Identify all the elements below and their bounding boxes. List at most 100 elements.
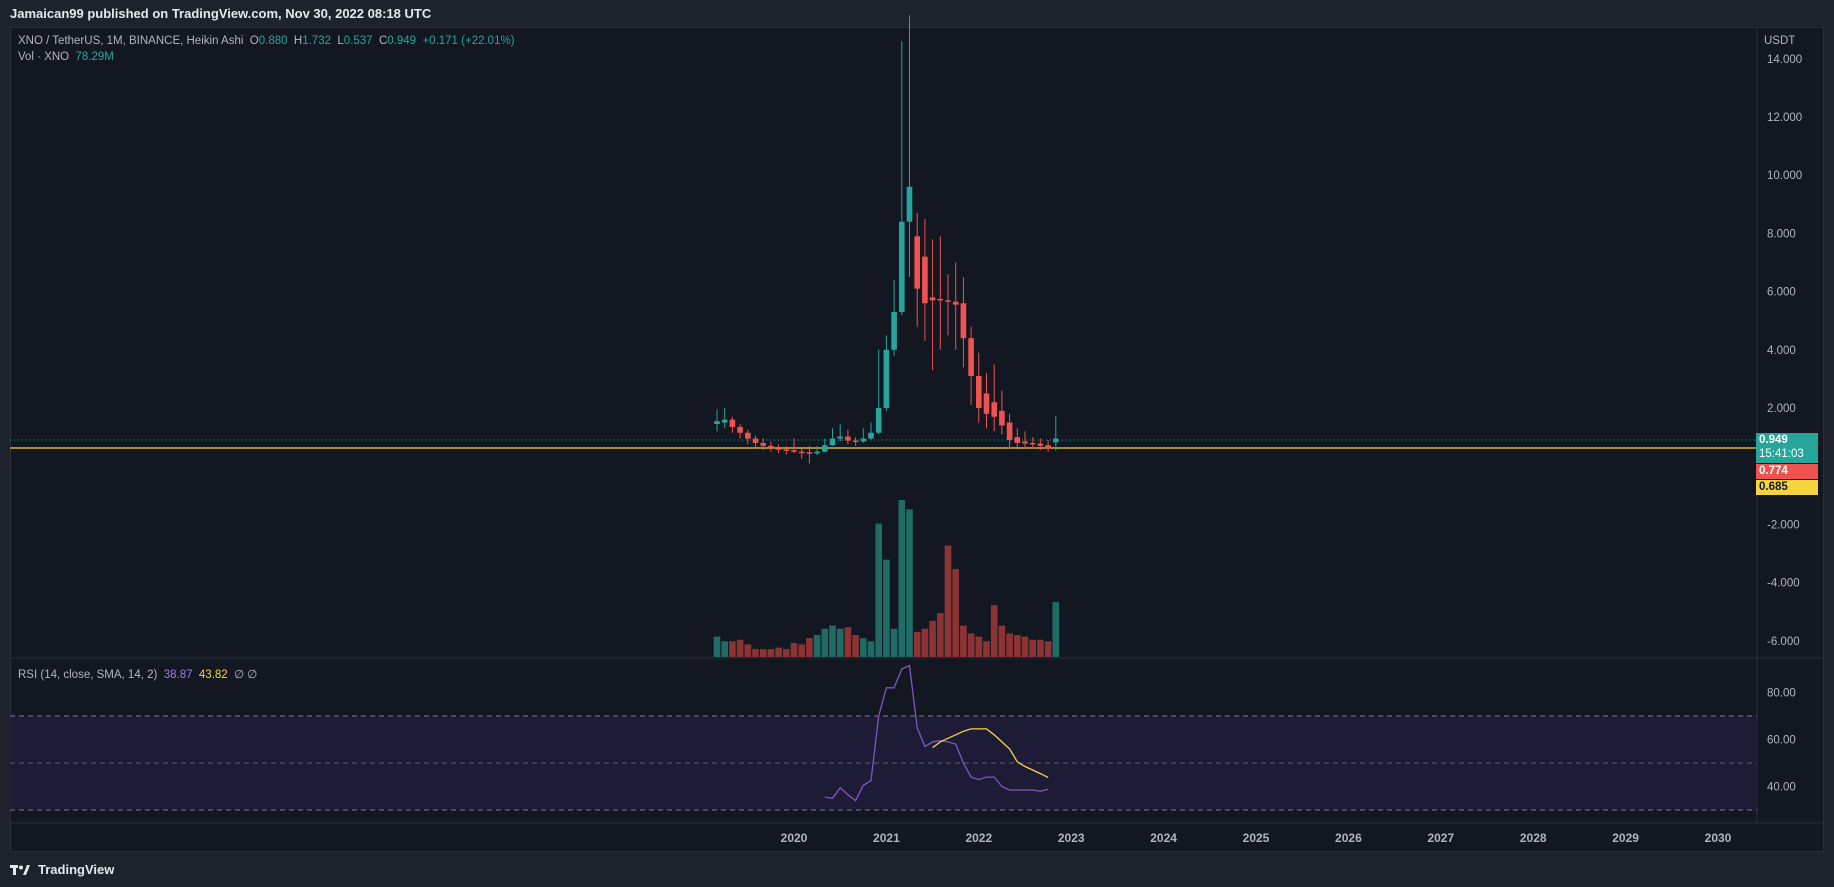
time-tick-label: 2020 — [781, 831, 808, 845]
volume-value: 78.29M — [75, 51, 114, 63]
candle-body — [829, 438, 836, 446]
volume-bar — [1006, 633, 1013, 657]
candle-body — [960, 303, 967, 339]
rsi-value: 38.87 — [163, 669, 193, 681]
candle-body — [760, 442, 766, 446]
volume-bar — [806, 638, 813, 657]
last-price-tag: 0.949 15:41:03 — [1756, 433, 1818, 463]
volume-bar — [1021, 636, 1029, 657]
volume-bar — [990, 605, 998, 657]
candle-body — [991, 402, 997, 417]
volume-bar — [1044, 641, 1052, 657]
volume-bar — [767, 649, 775, 657]
volume-bar — [1029, 639, 1036, 657]
volume-bar — [736, 639, 744, 657]
countdown: 15:41:03 — [1759, 448, 1804, 460]
volume-bar — [798, 644, 805, 657]
candle-body — [1037, 443, 1044, 446]
volume-bar — [867, 641, 875, 657]
candle-body — [875, 408, 882, 433]
price-tick-label: 6.000 — [1767, 287, 1796, 299]
brand-logo[interactable]: TradingView — [10, 862, 114, 877]
candle-body — [791, 450, 797, 452]
volume-bar — [906, 509, 913, 657]
price-tick-label: -4.000 — [1767, 578, 1800, 590]
candle-body — [737, 426, 743, 433]
volume-bar — [759, 649, 767, 657]
rsi-label: RSI (14, close, SMA, 14, 2) — [18, 669, 158, 681]
candle-body — [891, 311, 897, 350]
volume-bar — [829, 625, 836, 657]
axes: 14.000 12.000 10.000 8.000 6.000 4.000 2.000 -2… — [781, 54, 1803, 845]
candle-body — [1045, 445, 1051, 449]
volume-bar — [960, 625, 967, 657]
candle-body — [1014, 437, 1021, 443]
volume-bar — [875, 523, 882, 657]
candle-body — [1029, 442, 1036, 445]
volume-bar — [752, 649, 759, 657]
volume-bar — [1037, 639, 1044, 657]
candles — [714, 15, 1059, 464]
chart-frame[interactable] — [10, 27, 1824, 852]
candle-body — [968, 338, 974, 376]
candle-body — [929, 297, 936, 301]
volume-bar — [713, 636, 721, 657]
rsi-lines — [824, 664, 1049, 802]
candle-body — [952, 301, 959, 305]
last-price: 0.949 — [1759, 434, 1788, 446]
volume-bar — [890, 628, 898, 657]
volume-bars — [713, 500, 1060, 657]
volume-bar — [813, 635, 821, 657]
volume-bar — [883, 559, 890, 657]
price-tick-label: 8.000 — [1767, 228, 1796, 240]
candle-body — [914, 236, 920, 289]
volume-bar — [913, 631, 921, 657]
candle-body — [845, 436, 851, 441]
time-tick-label: 2026 — [1335, 831, 1362, 845]
prev-close-tag: 0.774 — [1756, 464, 1818, 479]
volume-bar — [937, 613, 944, 657]
candle-body — [906, 186, 913, 222]
brand-name: TradingView — [38, 862, 115, 877]
volume-bar — [967, 633, 975, 657]
candle-body — [721, 419, 728, 423]
volume-bar — [783, 649, 790, 657]
rsi-legend: RSI (14, close, SMA, 14, 2) 38.87 43.82 … — [18, 667, 257, 681]
rsi-extra: ∅ ∅ — [234, 669, 258, 681]
volume-bar — [1014, 635, 1021, 657]
time-tick-label: 2022 — [965, 831, 992, 845]
time-tick-label: 2021 — [873, 831, 900, 845]
tradingview-logo-icon — [10, 864, 30, 875]
volume-bar — [898, 500, 906, 657]
candle-body — [999, 410, 1005, 426]
candle-body — [1022, 441, 1028, 444]
published-text: Jamaican99 published on TradingView.com,… — [10, 6, 432, 21]
main-legend: XNO / TetherUS, 1M, BINANCE, Heikin Ashi… — [18, 35, 515, 47]
time-tick-label: 2024 — [1150, 831, 1177, 845]
hline-price-tag: 0.685 — [1756, 480, 1818, 495]
volume-bar — [821, 628, 829, 657]
open-value: 0.880 — [258, 35, 288, 47]
volume-bar — [1052, 602, 1060, 657]
high-value: 1.732 — [302, 35, 331, 47]
volume-label: Vol · XNO — [18, 51, 70, 63]
symbol-label: XNO / TetherUS, 1M, BINANCE, Heikin Ashi — [18, 35, 244, 47]
volume-bar — [998, 625, 1006, 657]
low-value: 0.537 — [343, 35, 373, 47]
volume-bar — [721, 641, 728, 657]
candle-body — [714, 421, 720, 425]
volume-bar — [929, 620, 936, 657]
rsi-tick-label: 60.00 — [1767, 735, 1796, 747]
footer — [0, 852, 1834, 887]
rsi-ma-value: 43.82 — [198, 669, 228, 681]
time-tick-label: 2023 — [1058, 831, 1085, 845]
candle-body — [822, 445, 828, 452]
volume-bar — [860, 638, 867, 657]
candle-body — [883, 349, 890, 408]
publish-bar: Jamaican99 published on TradingView.com,… — [0, 0, 1834, 28]
change-value: +0.171 (+22.01%) — [422, 35, 515, 47]
volume-bar — [744, 644, 752, 657]
candle-body — [860, 438, 867, 442]
price-tick-label: 4.000 — [1767, 345, 1796, 357]
